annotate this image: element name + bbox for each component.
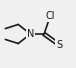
- Text: Cl: Cl: [45, 11, 55, 21]
- Text: S: S: [56, 40, 62, 50]
- Text: N: N: [27, 29, 34, 39]
